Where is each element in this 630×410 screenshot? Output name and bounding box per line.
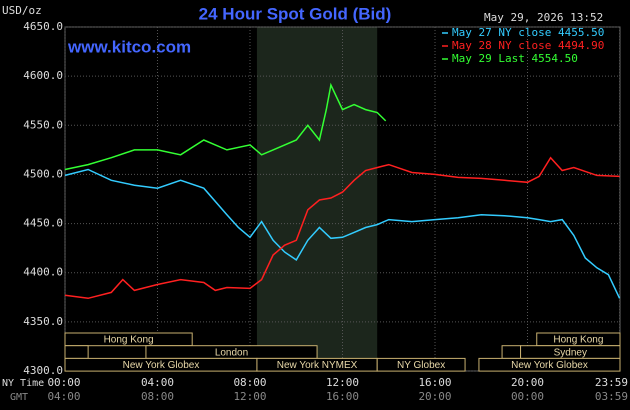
x-tick-label-gmt: 00:00: [511, 390, 544, 403]
x-tick-label-gmt: 08:00: [141, 390, 174, 403]
x-row-name: NY Time: [2, 378, 44, 389]
session-label: Hong Kong: [553, 335, 603, 346]
x-row-name: GMT: [10, 392, 28, 403]
session-label: New York Globex: [511, 360, 588, 371]
session-box: [376, 357, 466, 372]
legend-label: May 28 NY close 4494.90: [452, 39, 604, 52]
series-line: [64, 168, 621, 299]
session-label: New York NYMEX: [277, 360, 358, 371]
x-tick-label: 20:00: [511, 376, 544, 389]
x-tick-label: 08:00: [233, 376, 266, 389]
y-tick-label: 4350.0: [23, 315, 63, 328]
session-label: Hong Kong: [104, 335, 154, 346]
x-tick-label-gmt: 03:59: [595, 390, 628, 403]
x-tick-label-gmt: 04:00: [47, 390, 80, 403]
x-tick-label: 04:00: [141, 376, 174, 389]
y-tick-label: 4300.0: [23, 364, 63, 377]
timestamp: May 29, 2026 13:52: [484, 11, 603, 24]
session-label: New York Globex: [123, 360, 200, 371]
y-tick-label: 4450.0: [23, 217, 63, 230]
x-tick-label-gmt: 20:00: [418, 390, 451, 403]
x-tick-label: 16:00: [418, 376, 451, 389]
session-label: Sydney: [554, 347, 587, 358]
y-tick-label: 4500.0: [23, 167, 63, 180]
session-shade: [256, 27, 378, 371]
session-box: [501, 345, 522, 359]
session-box: [64, 332, 193, 347]
watermark: www.kitco.com: [67, 37, 191, 56]
y-tick-label: 4400.0: [23, 266, 63, 279]
y-axis-label: USD/oz: [2, 4, 42, 17]
y-tick-label: 4600.0: [23, 69, 63, 82]
legend-label: May 27 NY close 4455.50: [452, 26, 604, 39]
session-label: London: [215, 347, 248, 358]
legend-label: May 29 Last 4554.50: [452, 52, 578, 65]
y-tick-label: 4550.0: [23, 118, 63, 131]
chart-title: 24 Hour Spot Gold (Bid): [199, 4, 392, 23]
x-tick-label: 00:00: [47, 376, 80, 389]
x-tick-label-gmt: 16:00: [326, 390, 359, 403]
x-tick-label-gmt: 12:00: [233, 390, 266, 403]
session-label: NY Globex: [397, 360, 445, 371]
session-box: [478, 357, 621, 372]
y-tick-label: 4650.0: [23, 20, 63, 33]
x-tick-label: 23:59: [595, 376, 628, 389]
series-line: [64, 156, 620, 300]
session-box: [64, 345, 89, 359]
series-line: [64, 82, 387, 171]
x-tick-label: 12:00: [326, 376, 359, 389]
